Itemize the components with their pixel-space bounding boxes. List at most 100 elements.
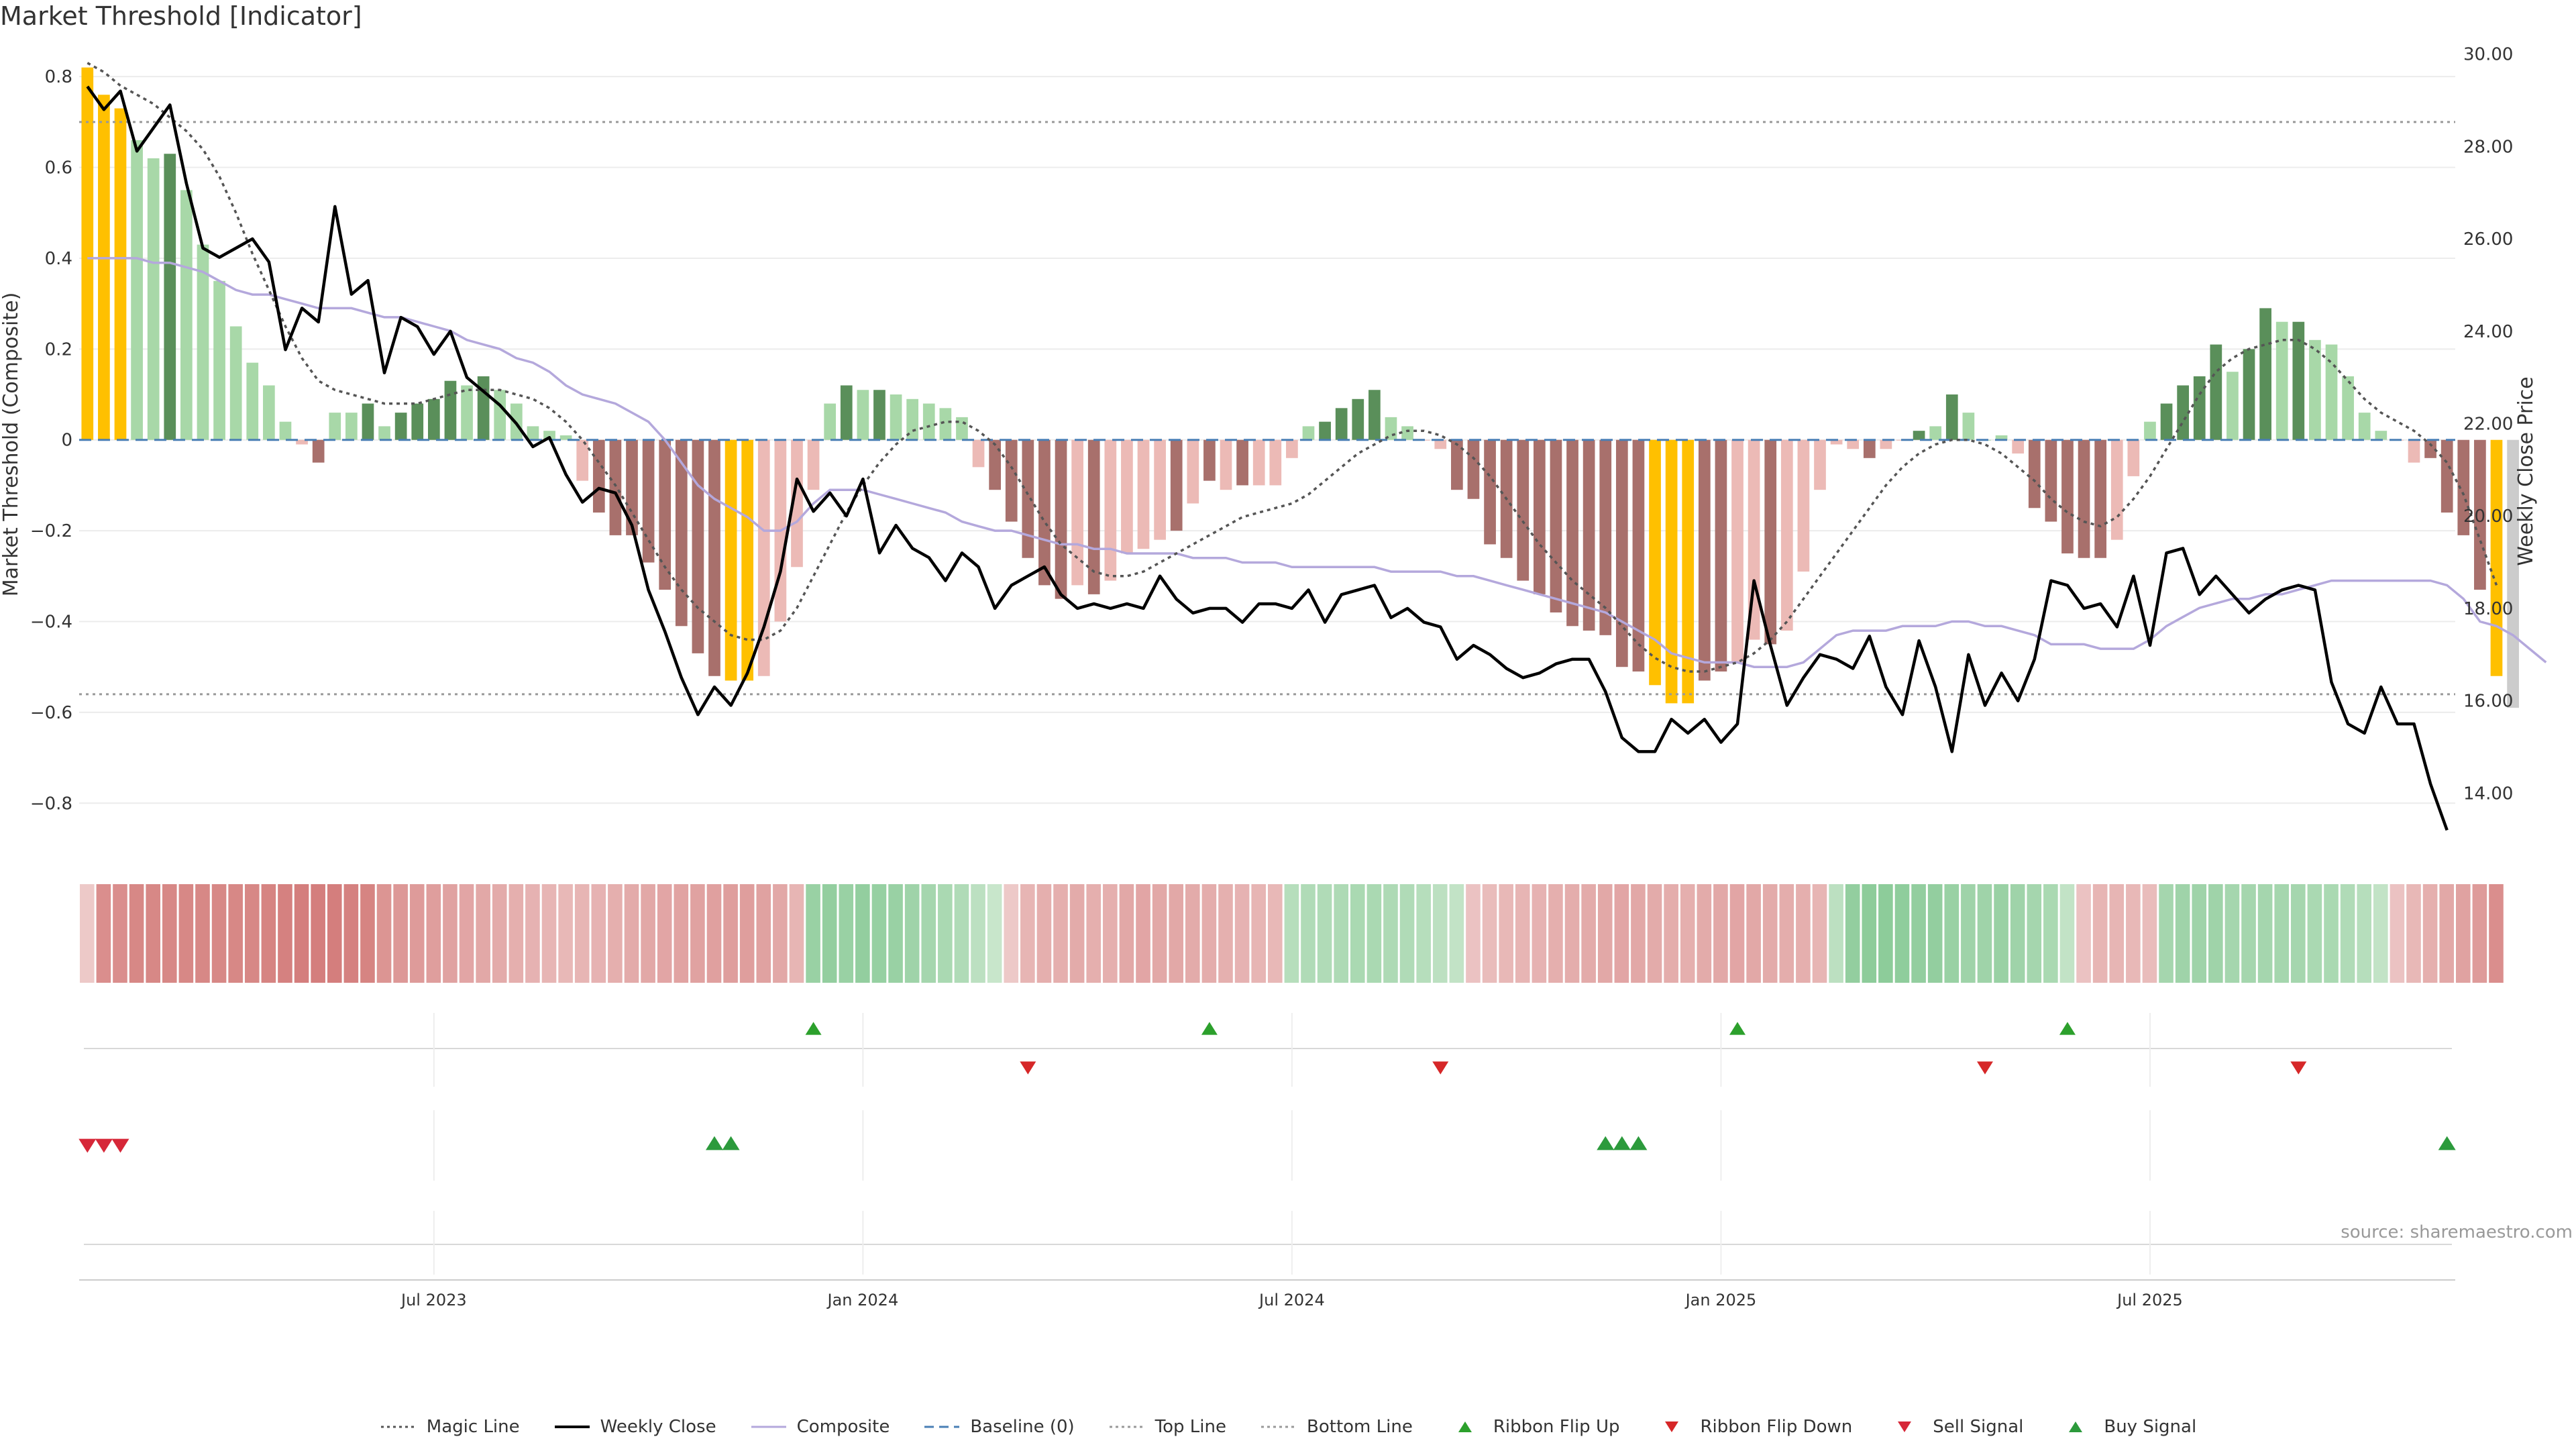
signal-rows [78, 1022, 2456, 1245]
bar [2243, 349, 2255, 440]
triangle-up-icon [2057, 1419, 2094, 1435]
bar [213, 280, 225, 440]
bar [609, 439, 622, 535]
bar [1814, 439, 1826, 490]
y-right-tick-label: 30.00 [2463, 45, 2513, 65]
ribbon-cell [1548, 884, 1563, 983]
ribbon-cell [261, 884, 276, 983]
ribbon-cell [327, 884, 342, 983]
bar [1550, 439, 1562, 612]
ribbon-cell [1383, 884, 1398, 983]
ribbon-cell [211, 884, 227, 983]
bar [1467, 439, 1480, 499]
legend-item: Ribbon Flip Up [1446, 1417, 1620, 1437]
bar [1582, 439, 1595, 631]
bar [1038, 439, 1051, 586]
ribbon-cell [1136, 884, 1150, 983]
ribbon-flip-up-marker [2059, 1022, 2076, 1035]
bar [824, 403, 837, 440]
bar [2078, 439, 2090, 558]
sell-signal-marker [95, 1138, 113, 1153]
x-tick-label: Jul 2023 [400, 1291, 467, 1309]
bar [692, 439, 704, 653]
bar [922, 403, 935, 440]
bar [1780, 439, 1793, 631]
ribbon-cell [178, 884, 194, 983]
ribbon-cell [2489, 884, 2504, 983]
ribbon-cell [1086, 884, 1102, 983]
ribbon-cell [1746, 884, 1761, 983]
ribbon-cell [739, 884, 755, 983]
ribbon-cell [2307, 884, 2322, 983]
ribbon-cell [888, 884, 903, 983]
ribbon-cell [773, 884, 788, 983]
bar [1236, 439, 1248, 486]
legend-label: Baseline (0) [970, 1417, 1075, 1437]
legend-item: Ribbon Flip Down [1653, 1417, 1852, 1437]
y-axis-title: Market Threshold (Composite) [0, 292, 23, 597]
ribbon-cell [426, 884, 441, 983]
ribbon-cell [2257, 884, 2273, 983]
ribbon-cell [1647, 884, 1662, 983]
ribbon-cell [2027, 884, 2042, 983]
y-tick-label: 0.6 [45, 158, 72, 178]
ribbon-flip-down-marker [1020, 1061, 1036, 1075]
ribbon-cell [1597, 884, 1613, 983]
ribbon-cell [1680, 884, 1695, 983]
bar [246, 362, 259, 440]
ribbon-cell [1994, 884, 2008, 983]
bar [1451, 439, 1463, 490]
ribbon-cell [954, 884, 969, 983]
ribbon-cell [1812, 884, 1827, 983]
legend-label: Composite [796, 1417, 890, 1437]
ribbon-cell [1201, 884, 1217, 983]
ribbon-cell [409, 884, 425, 983]
bar [972, 439, 985, 468]
ribbon-cell [1251, 884, 1266, 983]
bar [345, 413, 358, 440]
y-right-axis-title: Weekly Close Price [2514, 376, 2538, 566]
ribbon-cell [2357, 884, 2372, 983]
ribbon-cell [113, 884, 127, 983]
legend-label: Bottom Line [1307, 1417, 1413, 1437]
bar [989, 439, 1002, 490]
ribbon-cell [921, 884, 936, 983]
legend-item: Top Line [1108, 1417, 1226, 1437]
ribbon-cell [1301, 884, 1316, 983]
ribbon-cell [2159, 884, 2174, 983]
y-tick-label: 0 [61, 431, 72, 451]
ribbon-cell [492, 884, 507, 983]
ribbon-cell [1961, 884, 1976, 983]
y-right-tick-label: 14.00 [2463, 784, 2513, 804]
ribbon-cell [244, 884, 260, 983]
bar [1252, 439, 1265, 486]
ribbon-cell [294, 884, 309, 983]
ribbon-cell [2224, 884, 2240, 983]
bar [2127, 439, 2140, 476]
ribbon-cell [608, 884, 623, 983]
ribbon-cell [2456, 884, 2471, 983]
ribbon-cell [311, 884, 325, 983]
bar [1484, 439, 1496, 545]
ribbon-cell [1053, 884, 1068, 983]
bar [1533, 439, 1546, 594]
ribbon-cell [1697, 884, 1712, 983]
dotted-line-icon [1108, 1419, 1146, 1435]
ribbon-cell [1399, 884, 1415, 983]
ribbon-cell [1185, 884, 1200, 983]
ribbon-cell [146, 884, 160, 983]
y-tick-label: 0.4 [45, 249, 72, 269]
bar [1880, 439, 1892, 449]
ribbon-cell [1152, 884, 1167, 983]
ribbon-cell [1366, 884, 1382, 983]
legend-label: Ribbon Flip Up [1493, 1417, 1620, 1437]
bar [2457, 439, 2470, 535]
ribbon-cell [2142, 884, 2157, 983]
ribbon-cell [343, 884, 359, 983]
ribbon-cell [1284, 884, 1299, 983]
triangle-up-icon [1446, 1419, 1484, 1435]
bar [1203, 439, 1216, 481]
bar [527, 426, 539, 440]
bar [197, 244, 209, 440]
y-right-tick-label: 18.00 [2463, 599, 2513, 619]
